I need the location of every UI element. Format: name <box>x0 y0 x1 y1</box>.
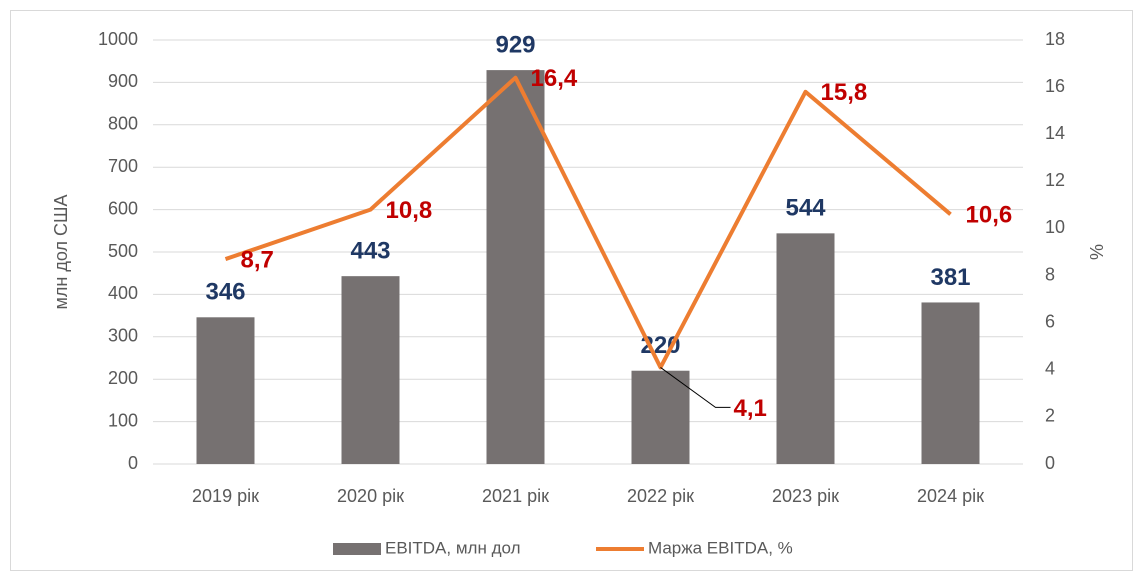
y2-tick-label: 16 <box>1045 76 1065 96</box>
y2-tick-label: 2 <box>1045 406 1055 426</box>
y2-tick-label: 10 <box>1045 217 1065 237</box>
x-tick-label: 2024 рік <box>917 486 984 506</box>
line-label: 8,7 <box>241 246 274 273</box>
y-tick-label: 400 <box>108 283 138 303</box>
y-tick-label: 600 <box>108 198 138 218</box>
legend-swatch <box>333 543 381 555</box>
leader-line <box>660 367 731 408</box>
line-label: 15,8 <box>821 79 868 106</box>
line-label: 4,1 <box>734 395 767 422</box>
y-tick-label: 900 <box>108 71 138 91</box>
chart-border <box>10 10 1133 571</box>
y2-tick-label: 12 <box>1045 170 1065 190</box>
y2-tick-label: 18 <box>1045 29 1065 49</box>
bar-label: 443 <box>350 238 390 265</box>
y2-tick-label: 14 <box>1045 123 1065 143</box>
y2-axis-title: % <box>1087 244 1107 260</box>
y-axis-title: млн дол США <box>51 195 71 310</box>
y2-tick-label: 0 <box>1045 453 1055 473</box>
x-tick-label: 2022 рік <box>627 486 694 506</box>
y2-tick-label: 6 <box>1045 311 1055 331</box>
line-label: 16,4 <box>531 65 578 92</box>
line-label: 10,8 <box>386 197 433 224</box>
y-tick-label: 800 <box>108 114 138 134</box>
bar-label: 544 <box>785 195 826 222</box>
y-tick-label: 500 <box>108 241 138 261</box>
y-tick-label: 1000 <box>98 29 138 49</box>
y2-tick-label: 8 <box>1045 264 1055 284</box>
x-tick-label: 2023 рік <box>772 486 839 506</box>
legend-label: EBITDA, млн дол <box>385 538 521 557</box>
bar <box>921 302 980 464</box>
line-label: 10,6 <box>966 202 1013 229</box>
bar-label: 346 <box>205 279 245 306</box>
y-tick-label: 200 <box>108 368 138 388</box>
bar <box>196 317 255 464</box>
bar <box>776 233 835 464</box>
x-tick-label: 2020 рік <box>337 486 404 506</box>
y2-tick-label: 4 <box>1045 359 1055 379</box>
x-tick-label: 2019 рік <box>192 486 259 506</box>
legend-label: Маржа EBITDA, % <box>648 538 793 557</box>
bar <box>341 276 400 464</box>
bar-label: 381 <box>930 264 970 291</box>
y-tick-label: 300 <box>108 326 138 346</box>
y-tick-label: 0 <box>128 453 138 473</box>
bar <box>631 370 690 464</box>
x-tick-label: 2021 рік <box>482 486 549 506</box>
bar-label: 929 <box>495 31 535 58</box>
y-tick-label: 700 <box>108 156 138 176</box>
y-tick-label: 100 <box>108 410 138 430</box>
bar <box>486 70 545 464</box>
line <box>224 75 952 370</box>
